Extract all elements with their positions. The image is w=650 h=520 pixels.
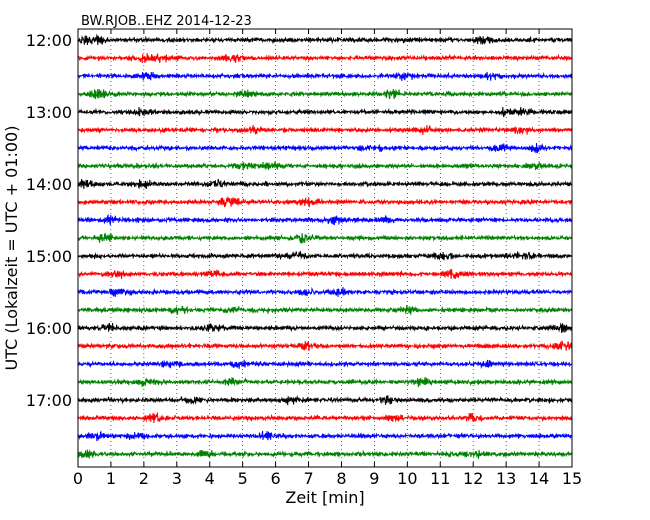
- seismic-trace: [77, 88, 573, 100]
- x-tick-label: 2: [139, 469, 149, 488]
- x-tick-label: 10: [397, 469, 417, 488]
- seismic-trace: [77, 33, 573, 46]
- x-tick-label: 11: [430, 469, 450, 488]
- seismic-trace: [77, 268, 573, 280]
- seismic-trace: [77, 231, 573, 244]
- x-tick-label: 7: [303, 469, 313, 488]
- y-axis-label: UTC (Lokalzeit = UTC + 01:00): [2, 126, 21, 371]
- x-tick-label: 4: [205, 469, 215, 488]
- x-tick-label: 13: [496, 469, 516, 488]
- y-tick-label: 13:00: [26, 103, 72, 122]
- seismic-trace: [77, 213, 573, 226]
- chart-title: BW.RJOB..EHZ 2014-12-23: [81, 14, 252, 29]
- seismic-trace: [77, 394, 573, 406]
- y-tick-label: 17:00: [26, 391, 72, 410]
- x-tick-label: 6: [271, 469, 281, 488]
- seismic-trace: [77, 160, 573, 171]
- seismic-trace: [77, 359, 573, 370]
- y-tick-label: 12:00: [26, 31, 72, 50]
- seismic-trace: [77, 322, 573, 334]
- seismic-trace: [77, 376, 573, 388]
- x-tick-label: 0: [73, 469, 83, 488]
- seismic-trace: [77, 124, 573, 136]
- seismic-trace: [77, 142, 573, 154]
- seismic-trace: [77, 178, 573, 190]
- axes-layer: 0 1 2 3 4 5 6 7 8 9 10 11 12 13 14 1512:0013:0014:0015:…: [26, 29, 582, 488]
- seismic-trace: [77, 411, 573, 424]
- seismic-trace: [77, 250, 573, 261]
- x-axis-label: Zeit [min]: [285, 488, 364, 507]
- seismic-trace: [77, 71, 573, 82]
- x-tick-label: 3: [172, 469, 182, 488]
- seismic-trace: [77, 430, 573, 442]
- seismic-trace: [77, 449, 573, 459]
- seismic-trace: [77, 304, 573, 316]
- x-tick-label: 5: [238, 469, 248, 488]
- seismic-trace: [77, 52, 573, 64]
- y-tick-label: 14:00: [26, 175, 72, 194]
- seismic-trace: [77, 339, 573, 352]
- x-tick-label: 1: [106, 469, 116, 488]
- traces-layer: [77, 33, 573, 459]
- seismic-trace: [77, 106, 573, 118]
- y-tick-label: 16:00: [26, 319, 72, 338]
- x-tick-label: 14: [529, 469, 549, 488]
- plot-frame: [77, 28, 573, 468]
- x-tick-label: 9: [369, 469, 379, 488]
- seismic-trace: [77, 195, 573, 208]
- y-tick-label: 15:00: [26, 247, 72, 266]
- x-tick-label: 12: [463, 469, 483, 488]
- x-tick-label: 15: [562, 469, 582, 488]
- seismic-trace: [77, 286, 573, 298]
- x-tick-label: 8: [336, 469, 346, 488]
